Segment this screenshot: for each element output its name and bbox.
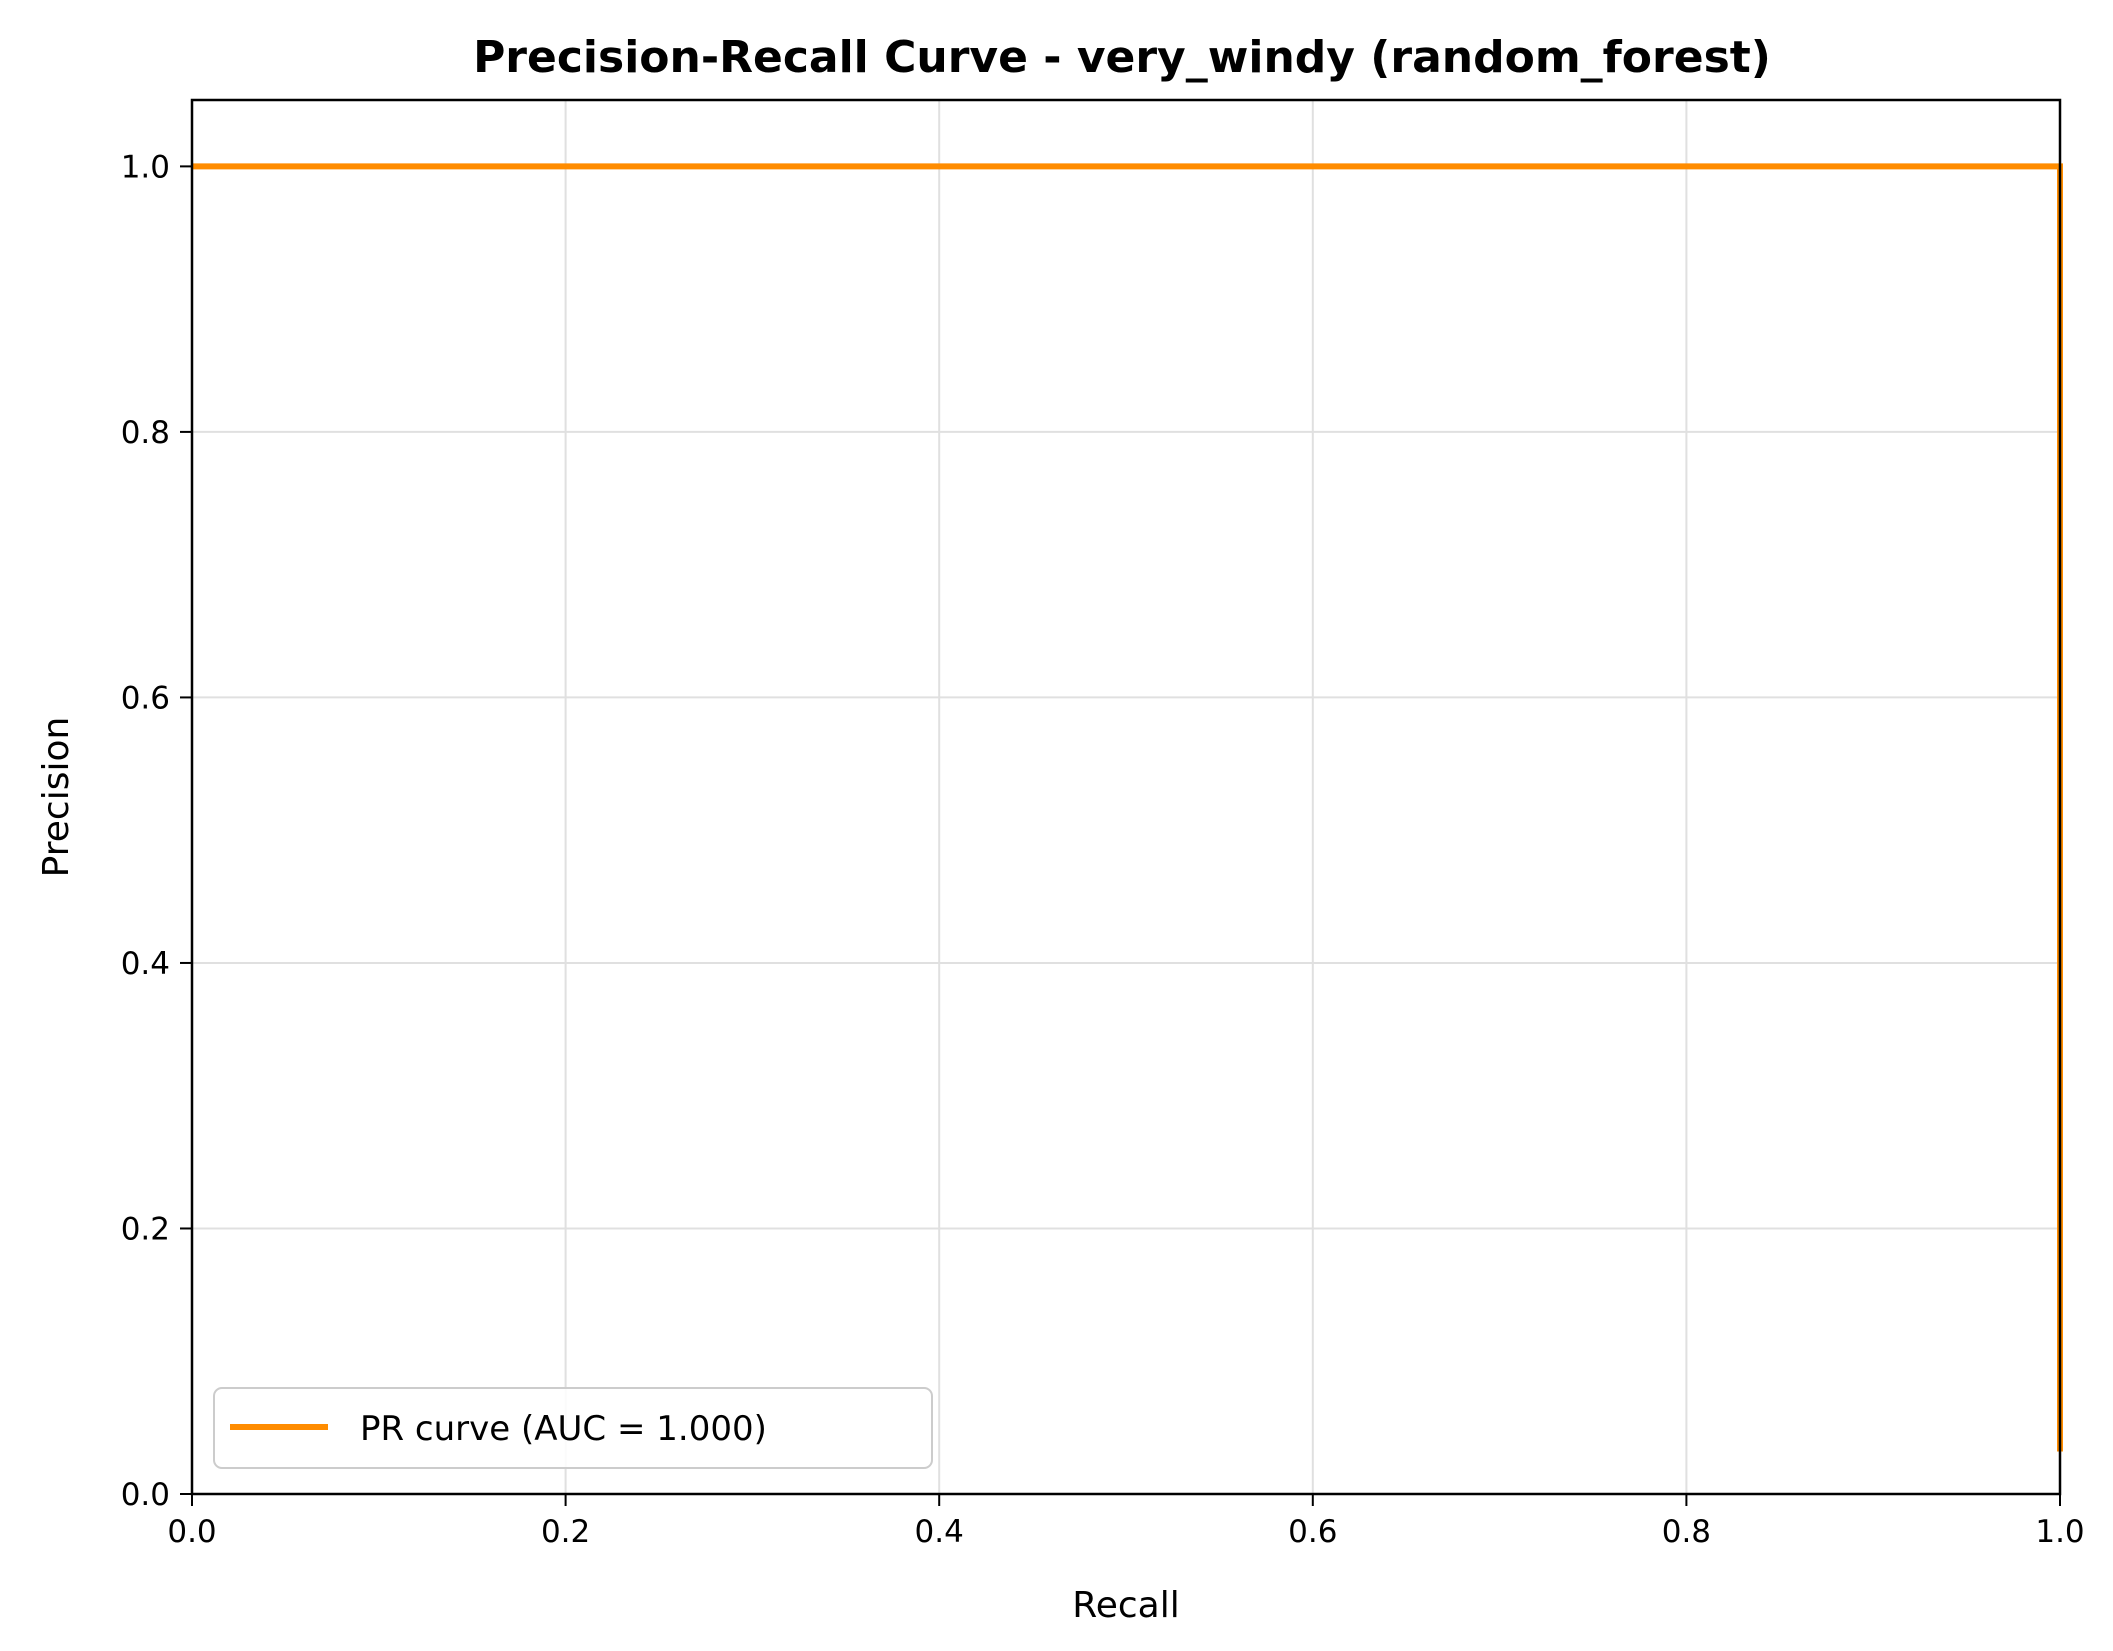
x-tick-label: 0.6: [1288, 1514, 1337, 1550]
y-tick-label: 0.8: [121, 415, 170, 451]
plot-frame: [190, 98, 2062, 1496]
y-tick-label: 0.6: [121, 680, 170, 716]
y-tick-label: 0.2: [121, 1211, 170, 1247]
y-axis-label: Precision: [36, 717, 77, 878]
y-tick-label: 0.0: [121, 1477, 170, 1513]
grid: [191, 100, 2061, 1495]
y-tick-label: 1.0: [121, 149, 170, 185]
x-tick-label: 0.2: [541, 1514, 590, 1550]
x-axis-label: Recall: [1072, 1585, 1179, 1626]
chart-title: Precision-Recall Curve - very_windy (ran…: [473, 32, 1771, 83]
x-tick-label: 0.8: [1662, 1514, 1711, 1550]
ticks: 0.0 0.2 0.4 0.6 0.8 1.0 0.0 0.2 0.4 0.6 0.8 1.0: [121, 149, 2085, 1550]
legend-label-pr-curve: PR curve (AUC = 1.000): [360, 1409, 767, 1449]
x-tick-label: 0.0: [167, 1514, 216, 1550]
legend-box: [213, 1387, 933, 1469]
x-tick-label: 1.0: [2035, 1514, 2084, 1550]
x-tick-label: 0.4: [915, 1514, 964, 1550]
legend: PR curve (AUC = 1.000): [213, 1387, 933, 1469]
y-tick-label: 0.4: [121, 946, 170, 982]
